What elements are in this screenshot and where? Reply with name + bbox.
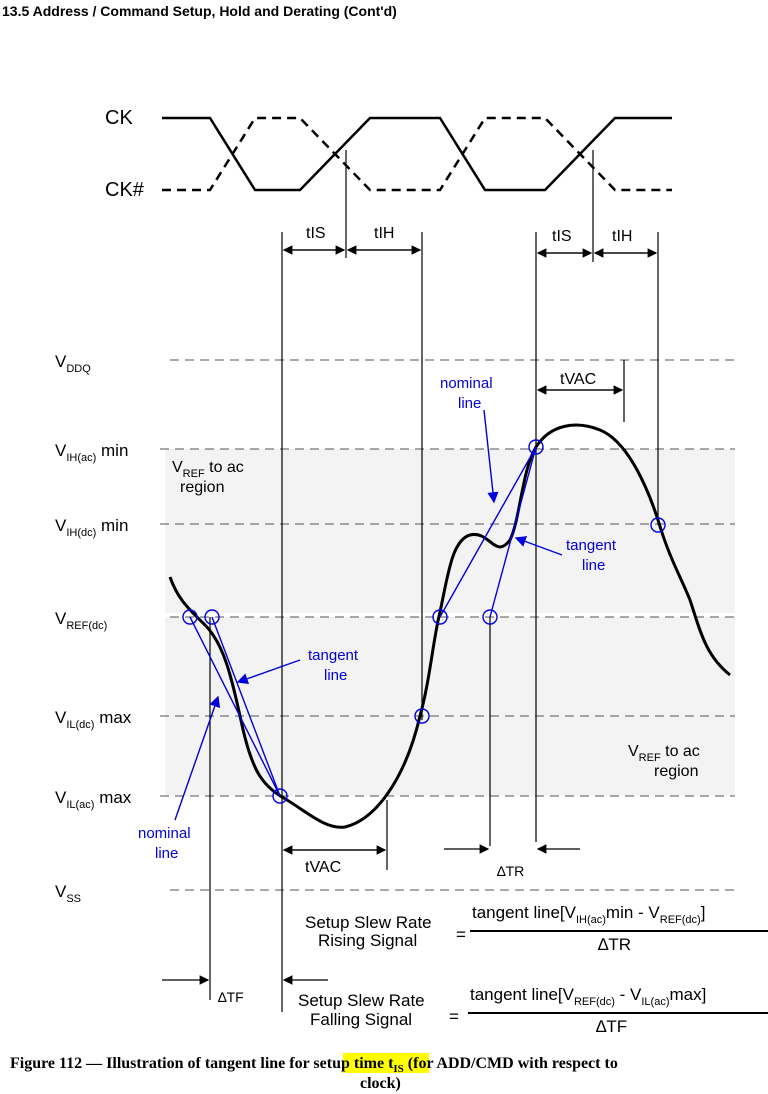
timing-label: tVAC (305, 859, 341, 876)
signal-curve (168, 423, 731, 829)
region-label: region (180, 479, 224, 496)
region-label: VREF to ac (172, 459, 244, 480)
note: nominal (138, 825, 191, 842)
level-part: IH(ac) (66, 452, 96, 464)
level-part: V (55, 609, 67, 628)
region-label: VREF to ac (628, 743, 700, 764)
level-label: VIH(ac) min (55, 441, 128, 464)
level-label: VDDQ (55, 352, 91, 375)
header: 13.5 Address / Command Setup, Hold and D… (2, 3, 397, 19)
level-label: VIL(ac) max (55, 788, 132, 811)
regions (165, 449, 735, 796)
note: nominal (440, 375, 493, 392)
svg-text:∆TR: ∆TR (598, 935, 631, 954)
svg-text:∆TF: ∆TF (596, 1017, 627, 1036)
level-label: VSS (55, 882, 81, 905)
timing-label: tVAC (560, 371, 596, 388)
level-lines (160, 359, 735, 891)
level-part: V (55, 788, 67, 807)
svg-text:Setup Slew Rate: Setup Slew Rate (305, 913, 432, 932)
signal: CK (105, 107, 133, 129)
svg-text:Falling Signal: Falling Signal (310, 1010, 412, 1029)
level-part: V (55, 352, 67, 371)
level-part: REF(dc) (66, 620, 107, 632)
caption: Figure 112 — Illustration of tangent lin… (10, 1055, 618, 1075)
caption: clock) (360, 1075, 401, 1092)
level-part: IH(dc) (66, 527, 96, 539)
formula: Setup Slew Rate Rising Signal = tangent … (305, 903, 768, 954)
signal: CK# (105, 179, 145, 201)
tangents (174, 409, 563, 821)
svg-text:=: = (449, 1007, 459, 1026)
arrows (162, 245, 658, 985)
delta: ∆TR (497, 863, 524, 879)
svg-text:Rising Signal: Rising Signal (318, 931, 417, 950)
level-part: IL(ac) (66, 799, 94, 811)
level-part: V (55, 516, 67, 535)
level-part: V (55, 882, 67, 901)
level-part: V (55, 708, 67, 727)
level-part: IL(dc) (66, 719, 94, 731)
note: line (458, 395, 481, 412)
svg-text:tangent line[VREF(dc) - VIL(ac: tangent line[VREF(dc) - VIL(ac)max] (470, 985, 706, 1008)
timing-label: tIS (552, 228, 572, 245)
svg-text:tangent line[VIH(ac)min - VREF: tangent line[VIH(ac)min - VREF(dc)] (472, 903, 705, 926)
level-part: max (94, 708, 131, 727)
level-part: min (96, 441, 128, 460)
level-label: VREF(dc) (55, 609, 107, 632)
svg-text:=: = (456, 925, 466, 944)
timing-label: tIS (306, 225, 326, 242)
points (182, 439, 666, 804)
note: tangent (308, 647, 359, 664)
level-part: SS (66, 893, 81, 905)
level-label: VIL(dc) max (55, 708, 132, 731)
level-part: V (55, 441, 67, 460)
svg-text:Setup Slew Rate: Setup Slew Rate (298, 991, 425, 1010)
level-part: max (94, 788, 131, 807)
note: line (582, 557, 605, 574)
region-label: region (654, 763, 698, 780)
formula: Setup Slew Rate Falling Signal = tangent… (298, 985, 768, 1036)
verticals (209, 150, 659, 1012)
note: line (324, 667, 347, 684)
note: tangent (566, 537, 617, 554)
timing-label: tIH (612, 228, 632, 245)
level-label: VIH(dc) min (55, 516, 128, 539)
note: line (155, 845, 178, 862)
timing-label: tIH (374, 225, 394, 242)
level-part: DDQ (66, 363, 91, 375)
clock (162, 116, 672, 192)
level-part: min (96, 516, 128, 535)
delta: ∆TF (218, 989, 244, 1005)
highlight (343, 1053, 429, 1073)
